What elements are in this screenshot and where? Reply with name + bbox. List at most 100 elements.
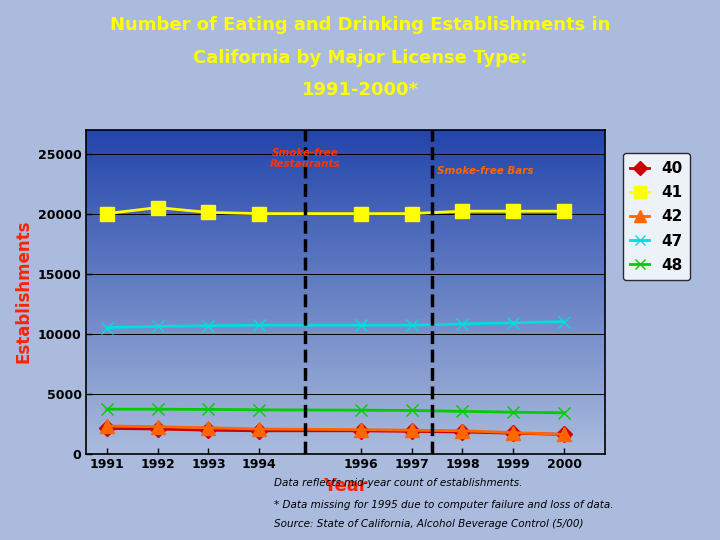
Bar xyxy=(86,198,605,199)
Bar xyxy=(86,170,605,171)
Bar xyxy=(86,206,605,207)
Bar xyxy=(86,251,605,252)
Bar xyxy=(86,289,605,291)
40 xyxy=(509,430,518,436)
41 xyxy=(509,208,518,214)
Text: * Data missing for 1995 due to computer failure and loss of data.: * Data missing for 1995 due to computer … xyxy=(274,500,613,510)
Bar xyxy=(86,293,605,294)
Bar xyxy=(86,422,605,423)
Bar xyxy=(86,385,605,387)
Bar xyxy=(86,355,605,356)
Bar xyxy=(86,281,605,283)
42 xyxy=(255,426,264,432)
Bar xyxy=(86,316,605,317)
Line: 47: 47 xyxy=(101,315,570,334)
Bar xyxy=(86,131,605,132)
Bar xyxy=(86,333,605,335)
Bar xyxy=(86,225,605,226)
Bar xyxy=(86,254,605,255)
42 xyxy=(509,429,518,436)
Bar xyxy=(86,231,605,232)
Bar xyxy=(86,259,605,260)
Bar xyxy=(86,307,605,308)
47 xyxy=(408,322,416,328)
Bar xyxy=(86,138,605,140)
Bar xyxy=(86,222,605,223)
Bar xyxy=(86,211,605,212)
Bar xyxy=(86,337,605,339)
Bar xyxy=(86,356,605,357)
Bar xyxy=(86,351,605,352)
Bar xyxy=(86,284,605,285)
Bar xyxy=(86,416,605,417)
Bar xyxy=(86,340,605,341)
Bar xyxy=(86,395,605,397)
Bar xyxy=(86,214,605,215)
Bar xyxy=(86,245,605,246)
X-axis label: Year: Year xyxy=(323,477,368,495)
Bar xyxy=(86,186,605,188)
40 xyxy=(408,428,416,435)
Bar xyxy=(86,147,605,149)
Bar xyxy=(86,239,605,240)
Bar xyxy=(86,399,605,401)
Bar xyxy=(86,247,605,248)
Bar xyxy=(86,292,605,293)
Bar xyxy=(86,348,605,350)
Bar xyxy=(86,241,605,242)
42 xyxy=(204,424,212,431)
Bar xyxy=(86,133,605,134)
Bar xyxy=(86,163,605,164)
Bar xyxy=(86,159,605,160)
42 xyxy=(408,427,416,434)
Bar xyxy=(86,318,605,320)
Bar xyxy=(86,237,605,239)
Bar xyxy=(86,134,605,136)
Bar xyxy=(86,300,605,302)
41 xyxy=(153,204,162,211)
Bar xyxy=(86,274,605,275)
Bar xyxy=(86,413,605,414)
Bar xyxy=(86,374,605,375)
Bar xyxy=(86,271,605,273)
Bar xyxy=(86,323,605,325)
Bar xyxy=(86,431,605,432)
Bar xyxy=(86,329,605,331)
Bar xyxy=(86,418,605,420)
Bar xyxy=(86,433,605,435)
Bar xyxy=(86,406,605,407)
Bar xyxy=(86,393,605,394)
Bar xyxy=(86,424,605,426)
Line: 40: 40 xyxy=(102,423,570,440)
Bar xyxy=(86,270,605,271)
Text: Smoke-free Bars: Smoke-free Bars xyxy=(437,166,534,176)
Bar xyxy=(86,193,605,194)
Bar xyxy=(86,275,605,276)
Bar xyxy=(86,308,605,309)
Bar xyxy=(86,445,605,446)
Bar xyxy=(86,265,605,266)
47 xyxy=(458,321,467,327)
Bar xyxy=(86,291,605,292)
Bar xyxy=(86,437,605,438)
Bar xyxy=(86,202,605,203)
Bar xyxy=(86,262,605,264)
Bar xyxy=(86,195,605,197)
Bar xyxy=(86,366,605,368)
Bar xyxy=(86,183,605,184)
Line: 42: 42 xyxy=(100,419,571,441)
Bar xyxy=(86,287,605,288)
Bar xyxy=(86,141,605,142)
Bar xyxy=(86,443,605,445)
Bar xyxy=(86,320,605,321)
Bar xyxy=(86,192,605,193)
Bar xyxy=(86,171,605,173)
Bar xyxy=(86,154,605,155)
Text: Data reflects mid-year count of establishments.: Data reflects mid-year count of establis… xyxy=(274,478,522,488)
Bar xyxy=(86,397,605,398)
Bar xyxy=(86,442,605,443)
Bar xyxy=(86,429,605,431)
Bar xyxy=(86,417,605,418)
Bar xyxy=(86,148,605,150)
Bar xyxy=(86,276,605,278)
